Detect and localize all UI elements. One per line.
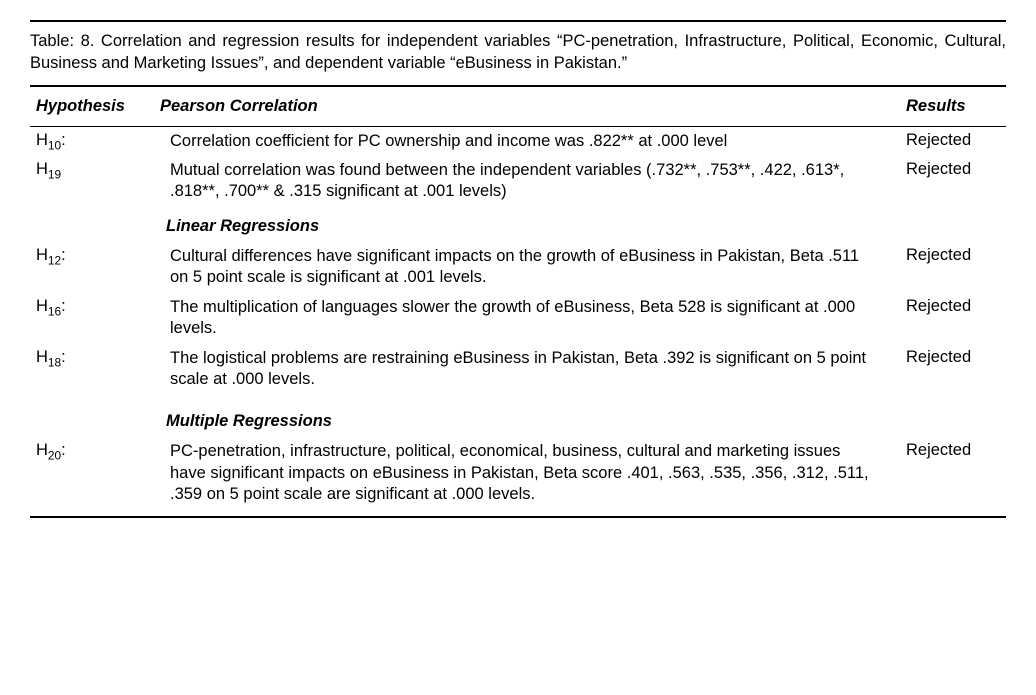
hypothesis-description: The multiplication of languages slower t… bbox=[160, 293, 886, 344]
header-pearson: Pearson Correlation bbox=[160, 87, 886, 126]
section-row: Linear Regressions bbox=[30, 207, 1006, 242]
table-header-row: Hypothesis Pearson Correlation Results bbox=[30, 87, 1006, 126]
label-subscript: 10 bbox=[48, 138, 61, 152]
label-suffix: : bbox=[61, 348, 66, 366]
table-row: H16: The multiplication of languages slo… bbox=[30, 293, 1006, 344]
table-row: H19 Mutual correlation was found between… bbox=[30, 156, 1006, 207]
hypothesis-result: Rejected bbox=[886, 242, 1006, 293]
header-results: Results bbox=[886, 87, 1006, 126]
table-caption: Table: 8. Correlation and regression res… bbox=[30, 20, 1006, 85]
table-row: H10: Correlation coefficient for PC owne… bbox=[30, 127, 1006, 156]
label-prefix: H bbox=[36, 160, 48, 178]
label-prefix: H bbox=[36, 246, 48, 264]
hypothesis-result: Rejected bbox=[886, 127, 1006, 156]
hypothesis-description: Correlation coefficient for PC ownership… bbox=[160, 127, 886, 156]
section-multiple-regressions: Multiple Regressions bbox=[160, 394, 886, 437]
hypothesis-description: PC-penetration, infrastructure, politica… bbox=[160, 437, 886, 509]
label-suffix: : bbox=[61, 131, 66, 149]
hypothesis-label: H12: bbox=[30, 242, 160, 293]
hypothesis-label: H18: bbox=[30, 344, 160, 395]
hypothesis-result: Rejected bbox=[886, 293, 1006, 344]
rule-bottom bbox=[30, 516, 1006, 518]
hypothesis-description: Cultural differences have significant im… bbox=[160, 242, 886, 293]
label-subscript: 19 bbox=[48, 167, 61, 181]
label-subscript: 12 bbox=[48, 253, 61, 267]
label-prefix: H bbox=[36, 297, 48, 315]
table-row: H20: PC-penetration, infrastructure, pol… bbox=[30, 437, 1006, 509]
label-prefix: H bbox=[36, 348, 48, 366]
section-row: Multiple Regressions bbox=[30, 394, 1006, 437]
hypothesis-label: H20: bbox=[30, 437, 160, 509]
hypothesis-label: H16: bbox=[30, 293, 160, 344]
hypothesis-result: Rejected bbox=[886, 344, 1006, 395]
label-prefix: H bbox=[36, 131, 48, 149]
hypothesis-result: Rejected bbox=[886, 156, 1006, 207]
label-subscript: 18 bbox=[48, 355, 61, 369]
hypothesis-description: The logistical problems are restraining … bbox=[160, 344, 886, 395]
hypothesis-description: Mutual correlation was found between the… bbox=[160, 156, 886, 207]
label-subscript: 20 bbox=[48, 449, 61, 463]
hypothesis-result: Rejected bbox=[886, 437, 1006, 509]
hypothesis-label: H19 bbox=[30, 156, 160, 207]
label-prefix: H bbox=[36, 441, 48, 459]
label-subscript: 16 bbox=[48, 304, 61, 318]
label-suffix: : bbox=[61, 441, 66, 459]
label-suffix: : bbox=[61, 297, 66, 315]
table-row: H18: The logistical problems are restrai… bbox=[30, 344, 1006, 395]
hypothesis-label: H10: bbox=[30, 127, 160, 156]
results-table: Hypothesis Pearson Correlation Results H… bbox=[30, 87, 1006, 518]
section-linear-regressions: Linear Regressions bbox=[160, 207, 886, 242]
label-suffix: : bbox=[61, 246, 66, 264]
header-hypothesis: Hypothesis bbox=[30, 87, 160, 126]
table-row: H12: Cultural differences have significa… bbox=[30, 242, 1006, 293]
